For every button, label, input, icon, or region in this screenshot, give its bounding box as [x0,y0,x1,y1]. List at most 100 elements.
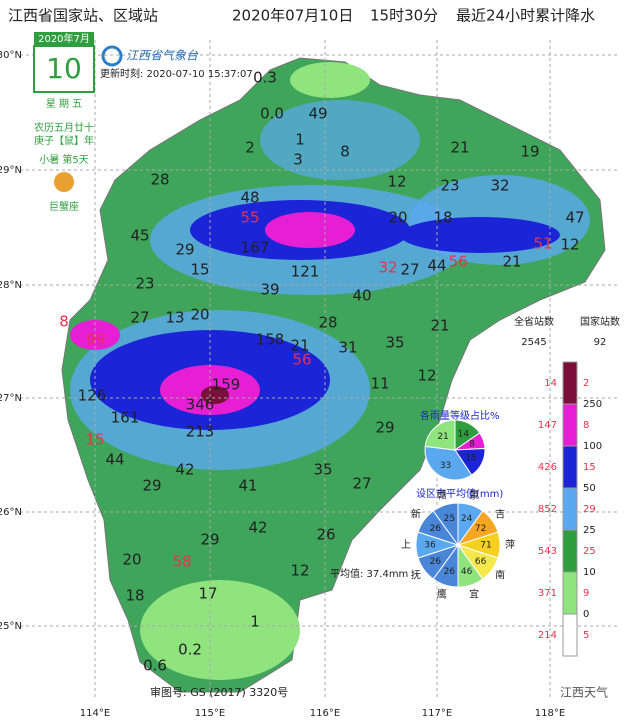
station-value: 12 [387,173,406,191]
legend-swatch [562,403,578,447]
station-value: 18 [433,209,452,227]
station-value: 19 [520,143,539,161]
station-value: 48 [240,189,259,207]
station-value: 20 [190,306,209,324]
pie-label: 14 [458,430,470,440]
legend-swatch [562,571,578,615]
station-value: 13 [165,309,184,327]
station-value: 167 [241,239,270,257]
station-value: 159 [212,376,241,394]
city-label: 赣 [437,489,447,502]
station-value: 45 [130,227,149,245]
station-value: 49 [308,105,327,123]
station-value: 23 [440,177,459,195]
pie-cities-title: 设区市平均值(mm) [416,487,503,500]
station-value: 12 [560,236,579,254]
station-value: 28 [150,171,169,189]
station-value: 8 [59,313,69,331]
zodiac: 巨蟹座 [49,200,79,213]
lat-label: 28°N [0,280,22,291]
legend-threshold: 250 [583,399,602,410]
legend-threshold: 50 [583,483,596,494]
graticule [20,40,620,700]
station-value: 1 [250,613,260,631]
watermark: 江西天气 [560,685,608,700]
pie-slice [432,502,459,547]
province [61,57,606,693]
lat-label: 29°N [0,165,22,176]
station-value: 51 [533,235,552,253]
legend-threshold: 10 [583,567,596,578]
legend-threshold: 25 [583,525,596,536]
station-value: 126 [78,387,107,405]
pie-label: 71 [480,541,491,551]
pie-slice [424,419,456,451]
subtitle: 最近24小时累计降水 [456,7,595,25]
legend-left-total: 2545 [521,337,546,348]
pie-label: 26 [444,567,456,577]
station-value: 158 [256,331,285,349]
legend-left-count: 214 [538,630,557,641]
station-value: 27 [130,309,149,327]
legend-threshold: 100 [583,441,602,452]
station-value: 3 [293,151,303,169]
lat-label: 27°N [0,393,22,404]
calendar-box [33,45,95,93]
legend-right-count: 15 [583,462,596,473]
station-value: 29 [200,531,219,549]
lon-label: 117°E [422,708,452,719]
calendar-day: 10 [46,52,82,85]
legend-swatch [562,529,578,573]
station-value: 47 [565,209,584,227]
title: 江西省国家站、区域站 [8,7,158,25]
station-value: 21 [502,253,521,271]
pie-label: 33 [440,461,451,471]
legend-left-count: 371 [538,588,557,599]
station-value: 39 [260,281,279,299]
station-value: 20 [388,209,407,227]
legend-left-count: 147 [538,420,557,431]
pie-label: 72 [475,524,486,534]
time: 15时30分 [370,7,438,25]
legend-right-count: 8 [583,420,589,431]
pie-label: 15 [465,454,476,464]
station-value: 0.0 [260,105,284,123]
city-label: 鹰 [437,587,447,600]
station-value: 11 [370,375,389,393]
city-label: 吉 [495,508,505,520]
station-value: 0.2 [178,641,202,659]
calendar-month: 2020年7月 [38,32,90,45]
station-value: 8 [340,143,350,161]
lon-label: 114°E [80,708,110,719]
station-value: 0.6 [143,657,167,675]
station-value: 2 [245,139,255,157]
average: 平均值: 37.4mm [330,567,408,580]
station-value: 346 [186,396,215,414]
legend-swatch [562,613,578,657]
city-label: 南 [495,569,505,582]
station-value: 56 [448,253,467,271]
station-value: 20 [122,551,141,569]
calendar-header [34,32,94,46]
city-label: 抚 [411,570,421,582]
pie-label: 21 [437,432,448,442]
solar-term: 小暑 第5天 [39,153,89,166]
station-value: 213 [186,423,215,441]
legend-threshold: 0 [583,609,589,620]
lon-label: 115°E [195,708,225,719]
station-value: 41 [238,477,257,495]
station-value: 42 [175,461,194,479]
legend-right-count: 25 [583,546,596,557]
station-value: 27 [400,261,419,279]
logo-icon [101,45,123,67]
legend-right-count: 5 [583,630,589,641]
city-label: 新 [411,507,421,520]
station-value: 1 [295,131,305,149]
station-value: 56 [292,351,311,369]
pie-slice [424,445,473,481]
station-value: 35 [313,461,332,479]
legend-right-count: 9 [583,588,589,599]
station-value: 44 [105,451,124,469]
